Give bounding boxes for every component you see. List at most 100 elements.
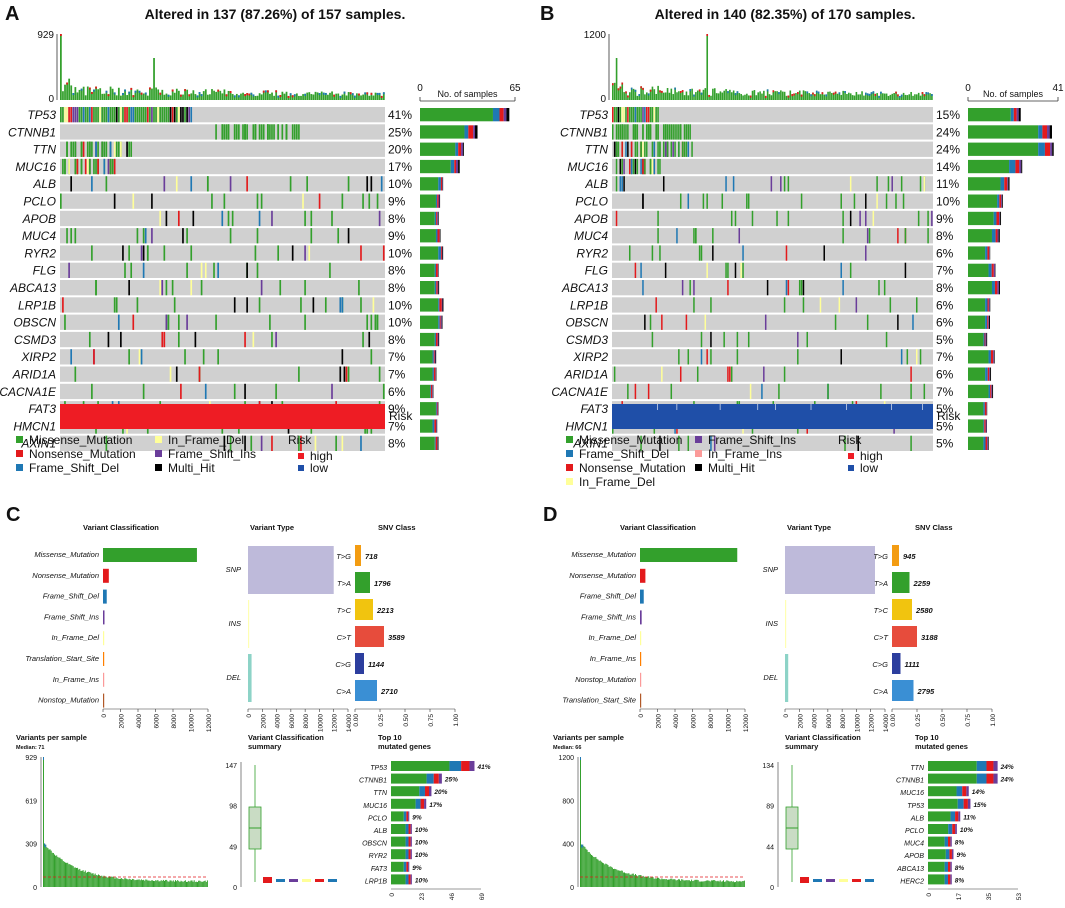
vps-bar [49,849,51,887]
mutation-cell [260,435,263,451]
tmb-bar [370,92,373,100]
vps-bar [77,867,79,887]
mutation-cell [866,228,869,244]
tmb-bar [916,94,918,100]
matrix-row-bg [612,245,933,261]
mutation-cell [95,280,97,296]
tmb-bar [262,90,265,100]
mutation-cell [103,158,106,175]
tmb-bar [333,94,336,100]
mutation-cell [678,124,680,140]
vps-bar [602,862,603,887]
mutation-cell [269,314,271,330]
vps-bar [161,880,163,887]
top10-bar [391,849,406,860]
vps-bar [713,880,715,887]
tmb-bar-cap [870,92,873,95]
tmb-bar-cap [167,94,170,97]
mutation-cell [138,107,141,123]
matrix-row-bg [60,176,385,192]
tmb-bar [772,90,775,100]
snv-count-label: 1796 [374,579,392,588]
gene-count-bar [985,436,988,450]
gene-count-bar [986,332,988,347]
gene-count-bar [987,315,989,329]
top10-bar [391,836,406,847]
tmb-bar-cap [693,94,695,97]
top10-bar [405,849,409,860]
gene-count-bar [968,177,1001,191]
tmb-bar [88,87,91,100]
tmb-bar [732,90,735,100]
vps-bar [677,879,679,887]
vps-bar [79,868,81,887]
snv-count-label: 2580 [915,606,934,615]
mutation-cell [202,349,205,365]
mutation-cell [706,349,708,365]
vps-bar [162,879,164,887]
top10-pct-label: 25% [444,777,458,784]
mutation-cell [62,158,64,175]
gene-count-bar [988,350,991,364]
tmb-bar [281,91,284,100]
tmb-bar [740,94,743,100]
matrix-row-bg [612,383,933,400]
vps-bar [134,880,136,887]
vt-tick-label: 0 [246,714,253,718]
mutation-cell [146,107,149,123]
tmb-bar-cap [649,89,652,92]
vps-bar [586,849,588,887]
gene-count-bar [435,229,438,243]
tmb-bar-cap [370,92,373,95]
mutation-cell [95,158,97,175]
tmb-bar [289,93,292,100]
gene-count-bar [436,402,438,416]
tmb-bar [244,94,246,100]
mutation-cell [345,366,348,382]
top10-bar [426,773,434,784]
vps-bar [46,847,48,887]
mutation-cell [868,228,871,244]
vps-bar [716,881,718,887]
legend-item: Frame_Shift_Del [29,461,119,475]
mutation-cell [130,107,133,123]
vc-category-label: Translation_Start_Site [25,654,99,663]
vps-bar [591,854,592,887]
tmb-bar [831,93,833,100]
mutation-cell [617,107,620,123]
mutation-cell [374,314,377,330]
gene-count-bar [437,194,439,208]
mutation-cell [113,141,116,157]
mutation-cell [747,331,750,348]
top10-bar [391,824,406,834]
tmb-bar-cap [353,95,356,98]
mutation-cell [617,124,620,140]
top10-gene-label: TP53 [370,765,387,772]
tmb-bar-cap [144,92,147,95]
top10-bar [928,849,946,860]
vcs-tick-label: 147 [225,763,237,770]
vps-bar [684,880,686,887]
mutation-cell [797,349,799,365]
vps-bar [641,876,643,887]
top10-pct-label: 15% [973,802,986,809]
tmb-bar [70,85,73,100]
tmb-bar [678,91,680,100]
vps-bar [613,869,614,887]
tmb-bar [785,95,788,100]
tmb-bar [122,92,124,100]
gene-count-bar [992,384,994,399]
mutation-cell [659,245,661,261]
mutation-cell [651,158,654,175]
tmb-bar [825,94,827,100]
vps-bar [627,873,629,887]
tmb-bar [358,93,360,100]
vcs-tick-label: 44 [766,844,774,851]
tmb-bar-cap [159,92,162,95]
mutation-cell [651,331,654,348]
tmb-bar [625,91,627,100]
vcs-title-2: summary [785,742,819,751]
tmb-bar-cap [679,91,682,94]
tmb-bar [300,95,302,100]
snv-tick-label: 0.00 [890,714,897,727]
